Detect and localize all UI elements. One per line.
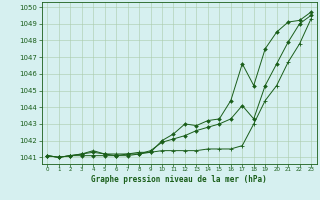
X-axis label: Graphe pression niveau de la mer (hPa): Graphe pression niveau de la mer (hPa) <box>91 175 267 184</box>
